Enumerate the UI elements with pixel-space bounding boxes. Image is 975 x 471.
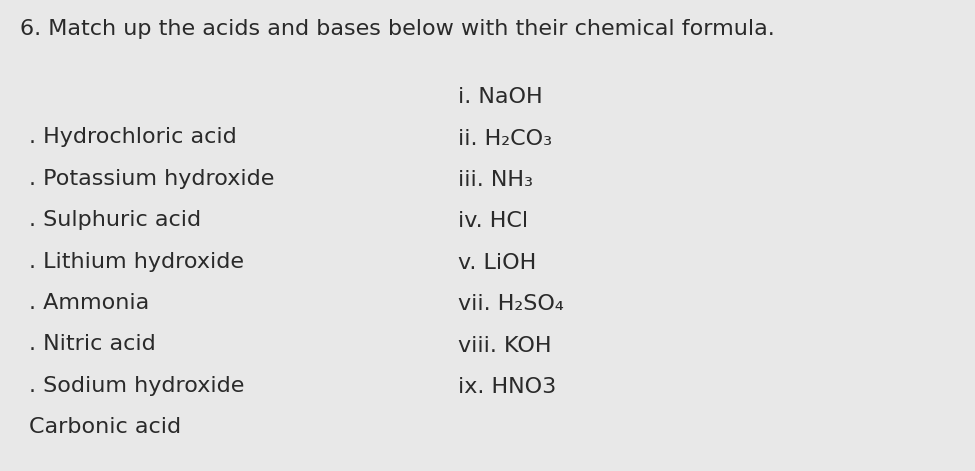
- Text: . Sodium hydroxide: . Sodium hydroxide: [29, 376, 245, 396]
- Text: ii. H₂CO₃: ii. H₂CO₃: [458, 129, 553, 148]
- Text: . Potassium hydroxide: . Potassium hydroxide: [29, 169, 275, 188]
- Text: . Ammonia: . Ammonia: [29, 293, 149, 313]
- Text: i. NaOH: i. NaOH: [458, 87, 543, 107]
- Text: ix. HNO3: ix. HNO3: [458, 377, 557, 397]
- Text: Carbonic acid: Carbonic acid: [29, 417, 181, 437]
- Text: viii. KOH: viii. KOH: [458, 336, 552, 356]
- Text: vii. H₂SO₄: vii. H₂SO₄: [458, 294, 564, 314]
- Text: iii. NH₃: iii. NH₃: [458, 170, 533, 190]
- Text: v. LiOH: v. LiOH: [458, 253, 536, 273]
- Text: . Hydrochloric acid: . Hydrochloric acid: [29, 127, 237, 147]
- Text: . Sulphuric acid: . Sulphuric acid: [29, 210, 202, 230]
- Text: . Lithium hydroxide: . Lithium hydroxide: [29, 252, 245, 271]
- Text: 6. Match up the acids and bases below with their chemical formula.: 6. Match up the acids and bases below wi…: [20, 19, 774, 39]
- Text: iv. HCl: iv. HCl: [458, 211, 528, 231]
- Text: . Nitric acid: . Nitric acid: [29, 334, 156, 354]
